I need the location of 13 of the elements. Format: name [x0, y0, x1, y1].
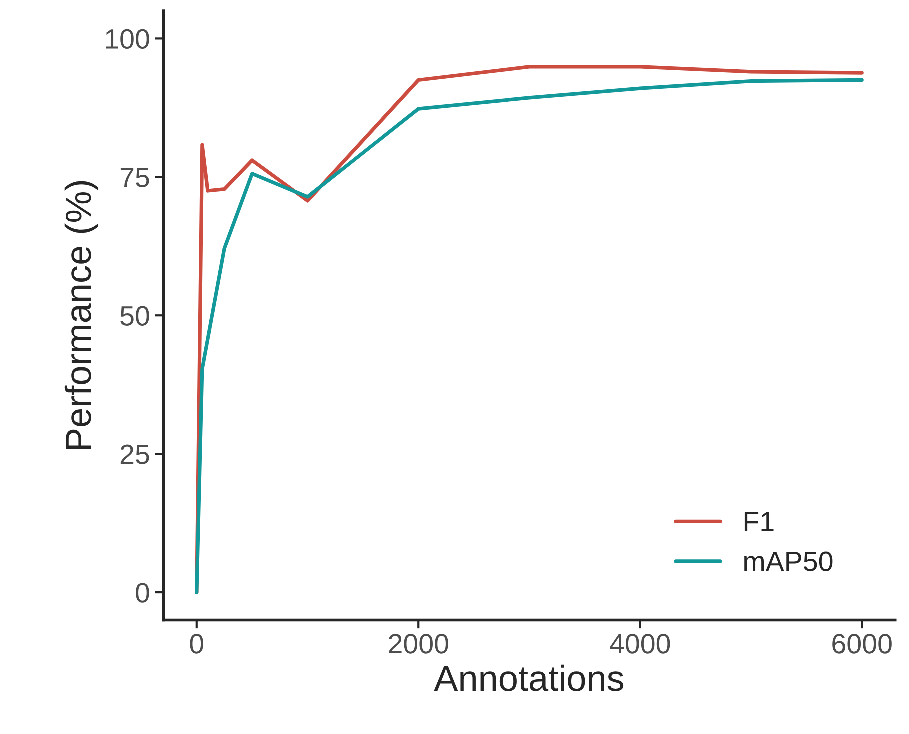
x-axis-title: Annotations	[434, 664, 624, 692]
x-tick-label: 4000	[610, 634, 670, 654]
y-tick-label: 0	[136, 583, 150, 603]
y-tick-label: 75	[120, 168, 150, 188]
x-tick-label: 0	[190, 634, 204, 654]
y-tick-label: 25	[120, 444, 150, 464]
x-tick-label: 6000	[832, 634, 892, 654]
legend-label: F1	[744, 512, 774, 532]
y-axis-title: Performance (%)	[64, 181, 99, 450]
y-tick-label: 100	[106, 29, 150, 50]
x-tick-label: 2000	[389, 634, 448, 654]
y-tick-label: 50	[120, 306, 150, 326]
legend-label: mAP50	[744, 552, 833, 572]
